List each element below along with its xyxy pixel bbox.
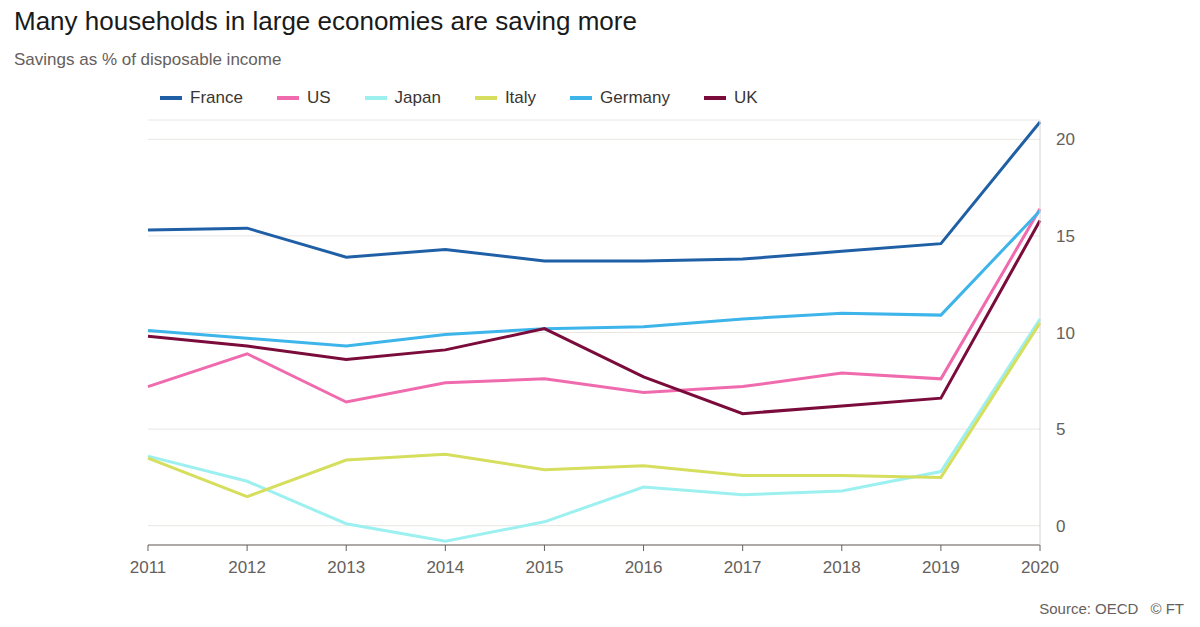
svg-text:2018: 2018: [823, 558, 861, 577]
html-text:UK: UK: [734, 88, 758, 107]
html-text:Japan: Japan: [394, 88, 441, 107]
html-text:France: France: [190, 88, 243, 107]
svg-text:2020: 2020: [1021, 558, 1059, 577]
html-text:Source: OECD: Source: OECD: [1039, 600, 1139, 617]
svg-text:15: 15: [1056, 227, 1075, 246]
svg-text:2017: 2017: [724, 558, 762, 577]
html-text:Italy: Italy: [504, 88, 537, 107]
html-text:US: US: [306, 88, 331, 107]
svg-text:2015: 2015: [526, 558, 564, 577]
html-text:Savings as % of disposable inc: Savings as % of disposable income: [14, 50, 282, 69]
html-text:Germany: Germany: [600, 88, 670, 107]
html-text:© FT: © FT: [1150, 600, 1184, 617]
svg-text:2016: 2016: [625, 558, 663, 577]
svg-text:0: 0: [1056, 517, 1065, 536]
svg-text:2012: 2012: [228, 558, 266, 577]
svg-text:5: 5: [1056, 420, 1065, 439]
svg-text:2014: 2014: [426, 558, 464, 577]
svg-text:2011: 2011: [130, 558, 167, 577]
html-text:Many households in large econo: Many households in large economies are s…: [14, 6, 637, 36]
svg-text:2013: 2013: [327, 558, 365, 577]
svg-text:20: 20: [1056, 130, 1075, 149]
svg-text:2019: 2019: [922, 558, 960, 577]
svg-text:10: 10: [1056, 324, 1075, 343]
